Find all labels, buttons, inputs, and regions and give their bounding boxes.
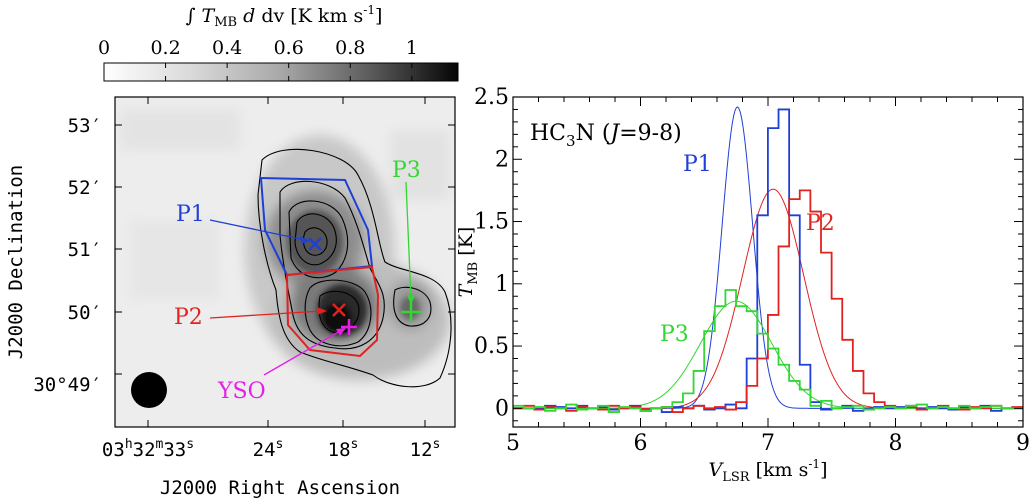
p2-region-outline [285, 265, 380, 358]
spectrum-xtick-label: 9 [1016, 431, 1030, 456]
colorbar: ∫ TMB d dv [K km s-1] 0 0.2 0.4 0.6 0.8 1 [98, 3, 459, 82]
p1-annotation: P1 [176, 202, 322, 251]
p2-annotation: P2 [174, 303, 346, 330]
spectrum-ytick-label: 1.5 [474, 210, 509, 235]
map-ticks [115, 97, 455, 427]
map-ytick-51: 51′ [68, 239, 102, 261]
colorbar-tick-label: 0.6 [274, 37, 304, 59]
map-y-axis-label: J2000 Declination [5, 165, 27, 359]
map-x-axis-label: J2000 Right Ascension [160, 477, 400, 499]
yso-arrow [263, 329, 343, 376]
p3-arrow [405, 181, 412, 301]
spectrum-x-axis-label: VLSR [km s-1] [709, 457, 828, 485]
map-ytick-49: 30°49′ [33, 374, 102, 396]
spectrum-plot: 5 6 7 8 900.511.522.5 HC3N (J=9-8) P1 P2 P3 … [455, 85, 1030, 485]
p2-arrowhead [317, 307, 327, 315]
map-ytick-53: 53′ [68, 115, 102, 137]
spectrum-p2-label: P2 [806, 211, 835, 236]
contour-level-5a [302, 227, 328, 256]
p3-label: P3 [392, 158, 421, 183]
colorbar-gradient [103, 62, 459, 82]
map-xtick-33: 03h32m33s [102, 437, 194, 461]
colorbar-ticks [103, 63, 413, 81]
p3-annotation: P3 [392, 158, 421, 322]
contour-level-3b [304, 279, 372, 347]
p2-label: P2 [174, 305, 203, 330]
spectrum-ytick-label: 0.5 [474, 334, 509, 359]
fit-p2 [513, 188, 1023, 409]
p1-arrow [209, 219, 306, 241]
contour-level-p3 [393, 286, 432, 327]
p2-arrow [209, 310, 323, 319]
spectrum-ytick-label: 2 [495, 147, 509, 172]
spectrum-ytick-label: 2.5 [474, 85, 509, 110]
p3-marker [401, 302, 421, 322]
p1-arrowhead [300, 236, 310, 244]
spectrum-ytick-label: 0 [495, 396, 509, 421]
map-ytick-50: 50′ [68, 302, 102, 324]
map-xtick-18: 18s [328, 437, 359, 461]
spectrum-y-axis-label: TMB [K] [455, 227, 481, 298]
colorbar-tick-labels: 0 0.2 0.4 0.6 0.8 1 [98, 37, 418, 59]
spectrum-p1-label: P1 [683, 152, 712, 177]
yso-annotation: YSO [217, 319, 357, 404]
yso-arrowhead [336, 328, 346, 336]
map-xtick-12: 12s [410, 437, 441, 461]
spectrum-xtick-label: 8 [889, 431, 903, 456]
map-frame [114, 96, 456, 428]
map-xtick-24: 24s [253, 437, 284, 461]
p2-marker [332, 303, 346, 317]
yso-marker [341, 319, 357, 335]
spectra [513, 108, 1023, 413]
p3-arrowhead [407, 295, 415, 305]
p1-label: P1 [176, 202, 205, 227]
spectrum-ticks [512, 96, 1024, 427]
map-ytick-52: 52′ [68, 177, 102, 199]
spectrum-tick-labels: 5 6 7 8 9 0 0.5 1 1.5 2 2.5 [474, 85, 1030, 456]
beam-circle [131, 372, 167, 408]
colorbar-tick-label: 0 [98, 37, 110, 59]
colorbar-tick-label: 1 [406, 37, 418, 59]
contour-level-3a [288, 200, 349, 279]
map-y-tick-labels: 53′ 52′ 51′ 50′ 30°49′ [33, 115, 102, 396]
spectrum-title: HC3N (J=9-8) [530, 121, 682, 150]
contour-level-1 [257, 148, 452, 388]
colorbar-tick-label: 0.2 [150, 37, 180, 59]
spectrum-ytick-label: 1 [495, 272, 509, 297]
yso-label: YSO [217, 379, 266, 404]
spectrum-p2 [513, 189, 1023, 413]
spectrum-xtick-label: 6 [634, 431, 648, 456]
contour-level-4a [294, 213, 337, 266]
spectrum-xtick-label: 5 [506, 431, 520, 456]
contour-level-4b [318, 290, 360, 334]
contours [257, 148, 452, 388]
spectrum-p3 [513, 289, 1023, 413]
intensity-map: 53′ 52′ 51′ 50′ 30°49′ 03h32m33s 24s 18s… [5, 96, 456, 499]
colorbar-tick-label: 0.4 [212, 37, 242, 59]
colorbar-label: ∫ TMB d dv [K km s-1] [186, 3, 383, 30]
spectrum-xtick-label: 7 [761, 431, 775, 456]
colorbar-tick-label: 0.8 [335, 37, 365, 59]
spectrum-p3-label: P3 [660, 322, 689, 347]
map-x-tick-labels: 03h32m33s 24s 18s 12s [102, 437, 440, 461]
p1-marker [308, 237, 322, 251]
contour-level-2 [279, 180, 385, 350]
